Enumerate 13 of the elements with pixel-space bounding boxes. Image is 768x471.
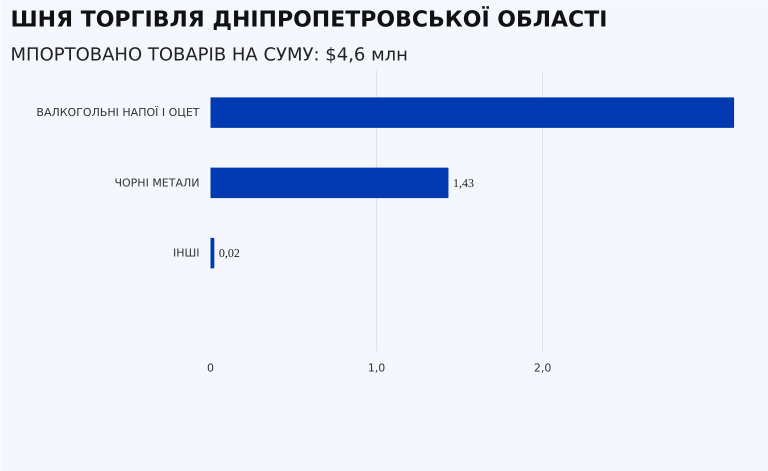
data-label: 0,02: [218, 246, 240, 260]
bar: [210, 168, 448, 198]
chart-subtitle: МПОРТОВАНО ТОВАРІВ НА СУМУ: $4,6 млн: [10, 44, 408, 66]
y-tick-label: ІНШІ: [172, 246, 200, 260]
data-label: 1,43: [452, 176, 474, 190]
bar: [210, 97, 734, 128]
x-tick-label: 1,0: [368, 362, 386, 374]
x-tick-label: 2,0: [534, 362, 552, 374]
chart-title: ШНЯ ТОРГІВЛЯ ДНІПРОПЕТРОВСЬКОЇ ОБЛАСТІ: [10, 6, 608, 32]
x-tick-label: 0: [207, 362, 214, 374]
bar: [210, 238, 214, 268]
y-tick-label: ЧОРНІ МЕТАЛИ: [114, 176, 200, 190]
y-tick-label: ВАЛКОГОЛЬНІ НАПОЇ І ОЦЕТ: [36, 105, 200, 120]
